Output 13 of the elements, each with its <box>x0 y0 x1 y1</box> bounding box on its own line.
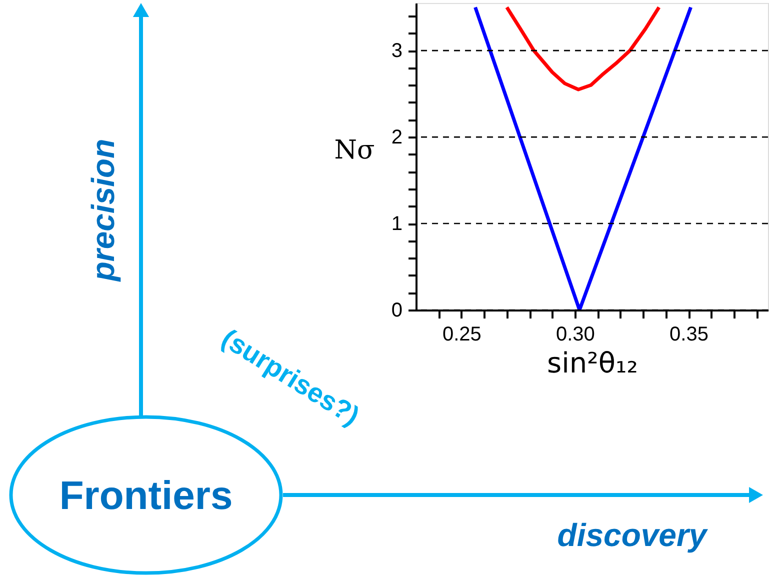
x-tick-label: 0.25 <box>442 324 482 346</box>
line-series <box>505 6 661 92</box>
text: precision <box>85 138 121 282</box>
y-tick-label: 1 <box>391 213 402 236</box>
y-tick-label: 2 <box>391 126 402 149</box>
y-tick-label: 3 <box>391 40 402 62</box>
y-tick-label: 0 <box>391 300 402 322</box>
text: Frontiers <box>59 474 233 518</box>
text: discovery <box>557 517 709 553</box>
y-axis-title: Nσ <box>334 136 375 166</box>
x-tick-label: 0.30 <box>556 324 595 346</box>
x-tick-label: 0.35 <box>670 324 708 346</box>
x-axis-title: sin²θ₁₂ <box>547 346 638 380</box>
